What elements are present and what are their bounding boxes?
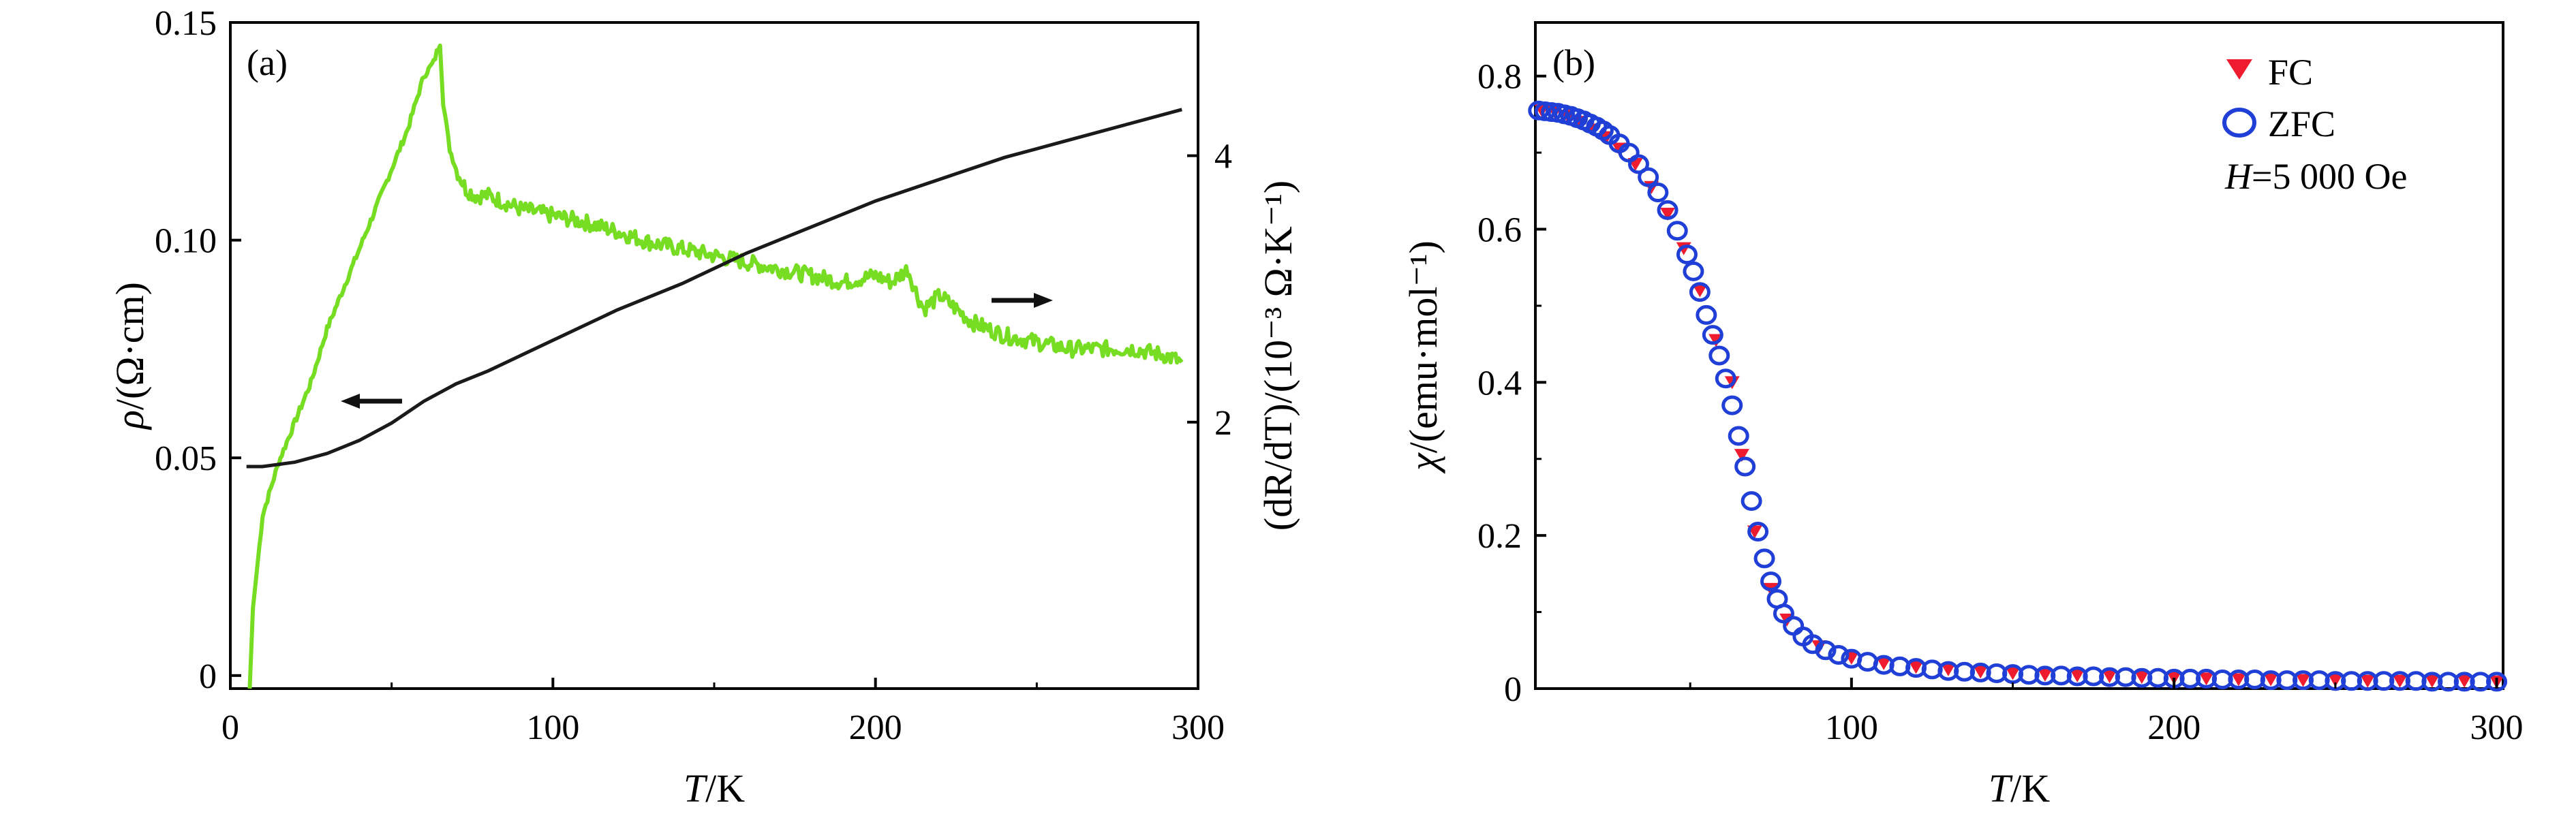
y-axis-label-b: χ/(emu·mol⁻¹) <box>1401 240 1445 474</box>
plot-frame-b <box>1534 21 2504 690</box>
zfc-point <box>1734 456 1756 477</box>
fc-point <box>2230 673 2246 687</box>
fc-point <box>1940 663 1956 676</box>
zfc-point <box>1715 368 1736 389</box>
zfc-point <box>1683 261 1704 281</box>
y-right-tick-label-a: 4 <box>1214 138 1232 176</box>
fc-point <box>2102 670 2117 684</box>
zfc-point <box>1657 200 1678 220</box>
fc-point <box>2457 674 2472 688</box>
fc-point <box>2070 669 2085 682</box>
fc-point <box>2424 674 2440 688</box>
y-tick-label-b: 0.4 <box>1477 364 1522 403</box>
y-left-tick-label-a: 0 <box>199 657 217 696</box>
fc-point <box>2005 667 2021 680</box>
x-tick-label-b: 100 <box>1825 708 1878 747</box>
fc-point <box>2134 671 2149 685</box>
y-left-tick-label-a: 0.15 <box>155 4 217 43</box>
x-axis-label-a: T/K <box>684 766 745 811</box>
y-tick-label-b: 0.2 <box>1477 517 1522 556</box>
fc-point <box>1692 284 1708 298</box>
y-axis-label-right-a: (dR/dT)/(10⁻³ Ω·K⁻¹) <box>1256 180 1300 531</box>
fc-point <box>2392 674 2408 688</box>
fc-point <box>1973 665 1989 679</box>
zfc-point <box>1815 640 1837 661</box>
fc-point <box>2360 674 2376 688</box>
series-dRdT-line <box>247 43 1184 689</box>
fc-point <box>1660 208 1676 221</box>
zfc-point <box>1747 522 1769 542</box>
y-tick-label-b: 0.6 <box>1477 211 1522 250</box>
zfc-point <box>2486 672 2508 692</box>
y-left-tick-label-a: 0.10 <box>155 222 217 261</box>
zfc-point <box>1666 221 1688 241</box>
zfc-point <box>1638 167 1659 187</box>
ticks-a: 0 100 200 300 0 0.05 0.10 0.15 2 4 <box>155 4 1232 747</box>
panel-label-a: (a) <box>247 42 288 83</box>
panel-label-b: (b) <box>1552 42 1595 83</box>
zfc-point <box>1696 304 1717 325</box>
right-arrow-annotation <box>992 293 1053 308</box>
y-left-tick-label-a: 0.05 <box>155 439 217 478</box>
plot-frame-a <box>229 21 1199 690</box>
left-arrow-annotation <box>341 394 402 409</box>
fc-point <box>2037 668 2053 682</box>
zfc-point <box>1708 345 1730 366</box>
series-resistivity-line <box>246 108 1182 469</box>
y-tick-label-b: 0.8 <box>1477 58 1522 97</box>
zfc-point <box>1689 282 1711 302</box>
fc-point <box>2198 672 2214 686</box>
legend: FC ZFC H=5 000 Oe <box>2222 52 2407 197</box>
fc-point <box>2327 674 2343 687</box>
y-tick-label-b: 0 <box>1504 670 1522 709</box>
fc-point <box>2263 673 2279 687</box>
legend-fc-marker <box>2226 59 2252 80</box>
zfc-point <box>1702 325 1723 345</box>
plot-area-a <box>246 43 1184 689</box>
fc-point <box>1734 449 1749 462</box>
y-axis-label-left-a: ρ/(Ω·cm) <box>108 282 152 430</box>
y-right-tick-label-a: 2 <box>1214 404 1232 443</box>
zfc-point <box>1728 426 1749 446</box>
x-tick-label-a: 200 <box>849 708 902 747</box>
zfc-point <box>1773 603 1794 624</box>
zfc-point <box>1760 571 1782 592</box>
legend-field-label: H=5 000 Oe <box>2224 156 2407 197</box>
panel-b: 100 200 300 0 0.2 0.4 0.6 0.8 (b) FC ZFC H=5 00… <box>1401 21 2524 811</box>
legend-fc-label: FC <box>2268 52 2313 93</box>
panel-a: 0 100 200 300 0 0.05 0.10 0.15 2 4 (a) T/K ρ/(Ω·c… <box>108 4 1300 811</box>
x-tick-label-a: 300 <box>1171 708 1225 747</box>
zfc-point <box>1753 548 1775 569</box>
x-tick-label-b: 200 <box>2147 708 2201 747</box>
fc-point <box>2295 674 2311 687</box>
x-tick-label-a: 0 <box>221 708 239 747</box>
zfc-point <box>1741 491 1762 512</box>
legend-zfc-marker <box>2222 108 2256 138</box>
zfc-point <box>1828 645 1850 665</box>
fc-point <box>1908 661 1924 674</box>
x-tick-label-b: 300 <box>2470 708 2524 747</box>
zfc-point <box>1721 395 1743 415</box>
plot-area-b <box>1528 100 2508 692</box>
zfc-point <box>1627 154 1649 174</box>
x-tick-label-a: 100 <box>526 708 579 747</box>
ticks-b: 100 200 300 0 0.2 0.4 0.6 0.8 <box>1477 58 2524 747</box>
zfc-point <box>1676 245 1698 265</box>
zfc-point <box>1647 183 1669 203</box>
x-axis-label-b: T/K <box>1989 766 2050 811</box>
fc-point <box>1876 657 1892 670</box>
legend-zfc-label: ZFC <box>2268 104 2335 144</box>
